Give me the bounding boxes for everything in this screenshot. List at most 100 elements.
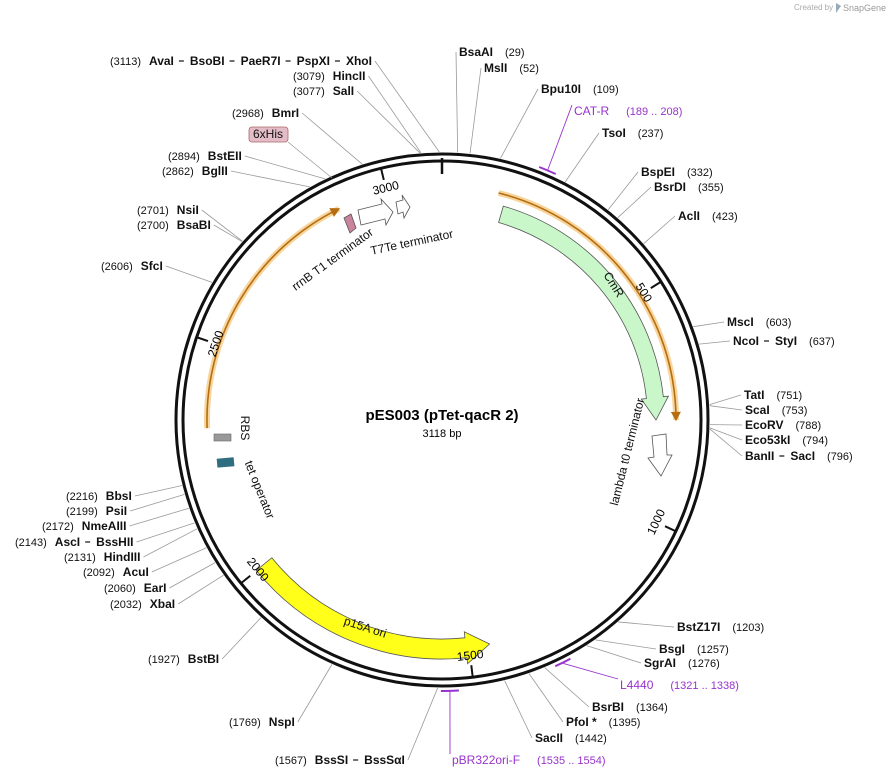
enzyme-name: BstEII <box>208 149 242 163</box>
site-position: (796) <box>827 451 853 463</box>
site-position: (109) <box>593 84 619 96</box>
site-position: (2216) <box>66 491 98 503</box>
leader-line <box>297 664 333 723</box>
leader-line <box>709 427 743 441</box>
enzyme-name: StyI <box>775 334 797 348</box>
enzyme-name: BanII <box>745 449 774 463</box>
scale-label: 3000 <box>371 178 401 198</box>
site-position: (788) <box>795 420 821 432</box>
enzyme-name: BsgI <box>659 642 685 656</box>
site-position: (1364) <box>636 702 668 714</box>
enzyme-name: EarI <box>144 581 167 595</box>
enzyme-name: BsaAI <box>459 45 493 59</box>
enzyme-name: HindIII <box>104 550 141 564</box>
site-position: (794) <box>802 435 828 447</box>
orf-arc-glow <box>203 206 341 429</box>
site-position: (2199) <box>66 506 98 518</box>
enzyme-name: XhoI <box>346 54 372 68</box>
t7te-shape <box>357 197 394 227</box>
site-position: (2060) <box>104 583 136 595</box>
site-position: (2172) <box>42 521 74 533</box>
orf-arrowhead <box>329 208 341 217</box>
enzyme-name: BsrBI <box>592 700 624 714</box>
site-position: (2701) <box>137 205 169 217</box>
scale-tick <box>664 525 676 532</box>
p15a-feature <box>255 557 491 665</box>
site-position: (751) <box>776 390 802 402</box>
map-title: pES003 (pTet-qacR 2) <box>365 407 518 424</box>
enzyme-name: PaeR7I <box>241 54 281 68</box>
site-position: (2968) <box>232 108 264 120</box>
leader-line <box>221 617 262 660</box>
leader-line <box>301 112 363 165</box>
primer-name: CAT-R <box>574 104 609 118</box>
leader-line <box>607 171 639 211</box>
enzyme-name: BsrDI <box>654 180 686 194</box>
scale-label: 1500 <box>456 647 484 664</box>
site-position: (3113) <box>110 56 141 68</box>
enzyme-name: NspI <box>269 715 295 729</box>
enzyme-name: BsoBI <box>190 54 225 68</box>
site-position: (2131) <box>64 552 96 564</box>
scale-label: 1000 <box>644 507 668 537</box>
site-position: (2700) <box>137 220 169 232</box>
enzyme-name: AvaI <box>149 54 174 68</box>
leader-line <box>586 645 642 664</box>
feature-label: 6xHis <box>253 127 283 141</box>
his-tag-box <box>248 126 289 143</box>
brand-icon <box>836 3 841 13</box>
enzyme-name: SalI <box>333 84 354 98</box>
site-position: (423) <box>712 211 738 223</box>
site-position: (3079) <box>293 71 325 83</box>
scale-tick <box>380 169 385 181</box>
site-position: (637) <box>809 336 835 348</box>
enzyme-name: AcuI <box>123 565 149 579</box>
enzyme-name: MscI <box>727 315 754 329</box>
enzyme-name: NmeAIII <box>82 519 127 533</box>
enzyme-name: SacI <box>790 449 815 463</box>
primer-site <box>554 657 571 668</box>
enzyme-name: BsaBI <box>177 218 211 232</box>
enzyme-name: BssSI <box>315 753 348 767</box>
tet-operator-shape <box>216 457 235 468</box>
leader-line <box>407 687 439 761</box>
enzyme-name: BstBI <box>188 652 219 666</box>
leader-line <box>134 485 183 497</box>
rbs-shape <box>213 433 232 442</box>
orf-arc <box>498 192 677 421</box>
leader-line <box>504 680 533 739</box>
site-position: (1276) <box>688 658 720 670</box>
backbone-outer <box>174 152 710 688</box>
enzyme-name: AscI <box>55 535 80 549</box>
leader-line <box>564 132 600 183</box>
site-position: (1395) <box>609 717 641 729</box>
enzyme-name: PsiI <box>106 504 127 518</box>
primer-range: (1321 .. 1338) <box>670 680 739 692</box>
enzyme-name: EcoRV <box>745 418 783 432</box>
primer-leader <box>547 104 573 170</box>
scale-tick <box>241 574 251 584</box>
t7te-shape-2 <box>395 194 411 220</box>
orf-arc <box>206 208 340 429</box>
leader-line <box>709 394 742 405</box>
leader-line <box>368 75 422 154</box>
enzyme-name: NcoI <box>733 334 759 348</box>
primer-site <box>440 689 459 693</box>
enzyme-name: SfcI <box>141 259 163 273</box>
enzyme-name: SgrAI <box>644 656 676 670</box>
scale-tick <box>650 281 661 289</box>
enzyme-name: Bpu10I <box>541 82 581 96</box>
enzyme-name: XbaI <box>150 597 175 611</box>
his-tag-leader <box>287 141 333 179</box>
site-position: (2032) <box>110 599 142 611</box>
primer-name: pBR322ori-F <box>452 753 520 767</box>
leader-line <box>356 90 421 154</box>
enzyme-name: PspXI <box>297 54 330 68</box>
enzyme-name: BssSαI <box>364 753 405 767</box>
leader-line <box>698 340 731 345</box>
leader-line <box>709 428 743 457</box>
enzyme-name: TsoI <box>602 126 626 140</box>
leader-line <box>230 170 310 188</box>
enzyme-name: BglII <box>202 164 228 178</box>
